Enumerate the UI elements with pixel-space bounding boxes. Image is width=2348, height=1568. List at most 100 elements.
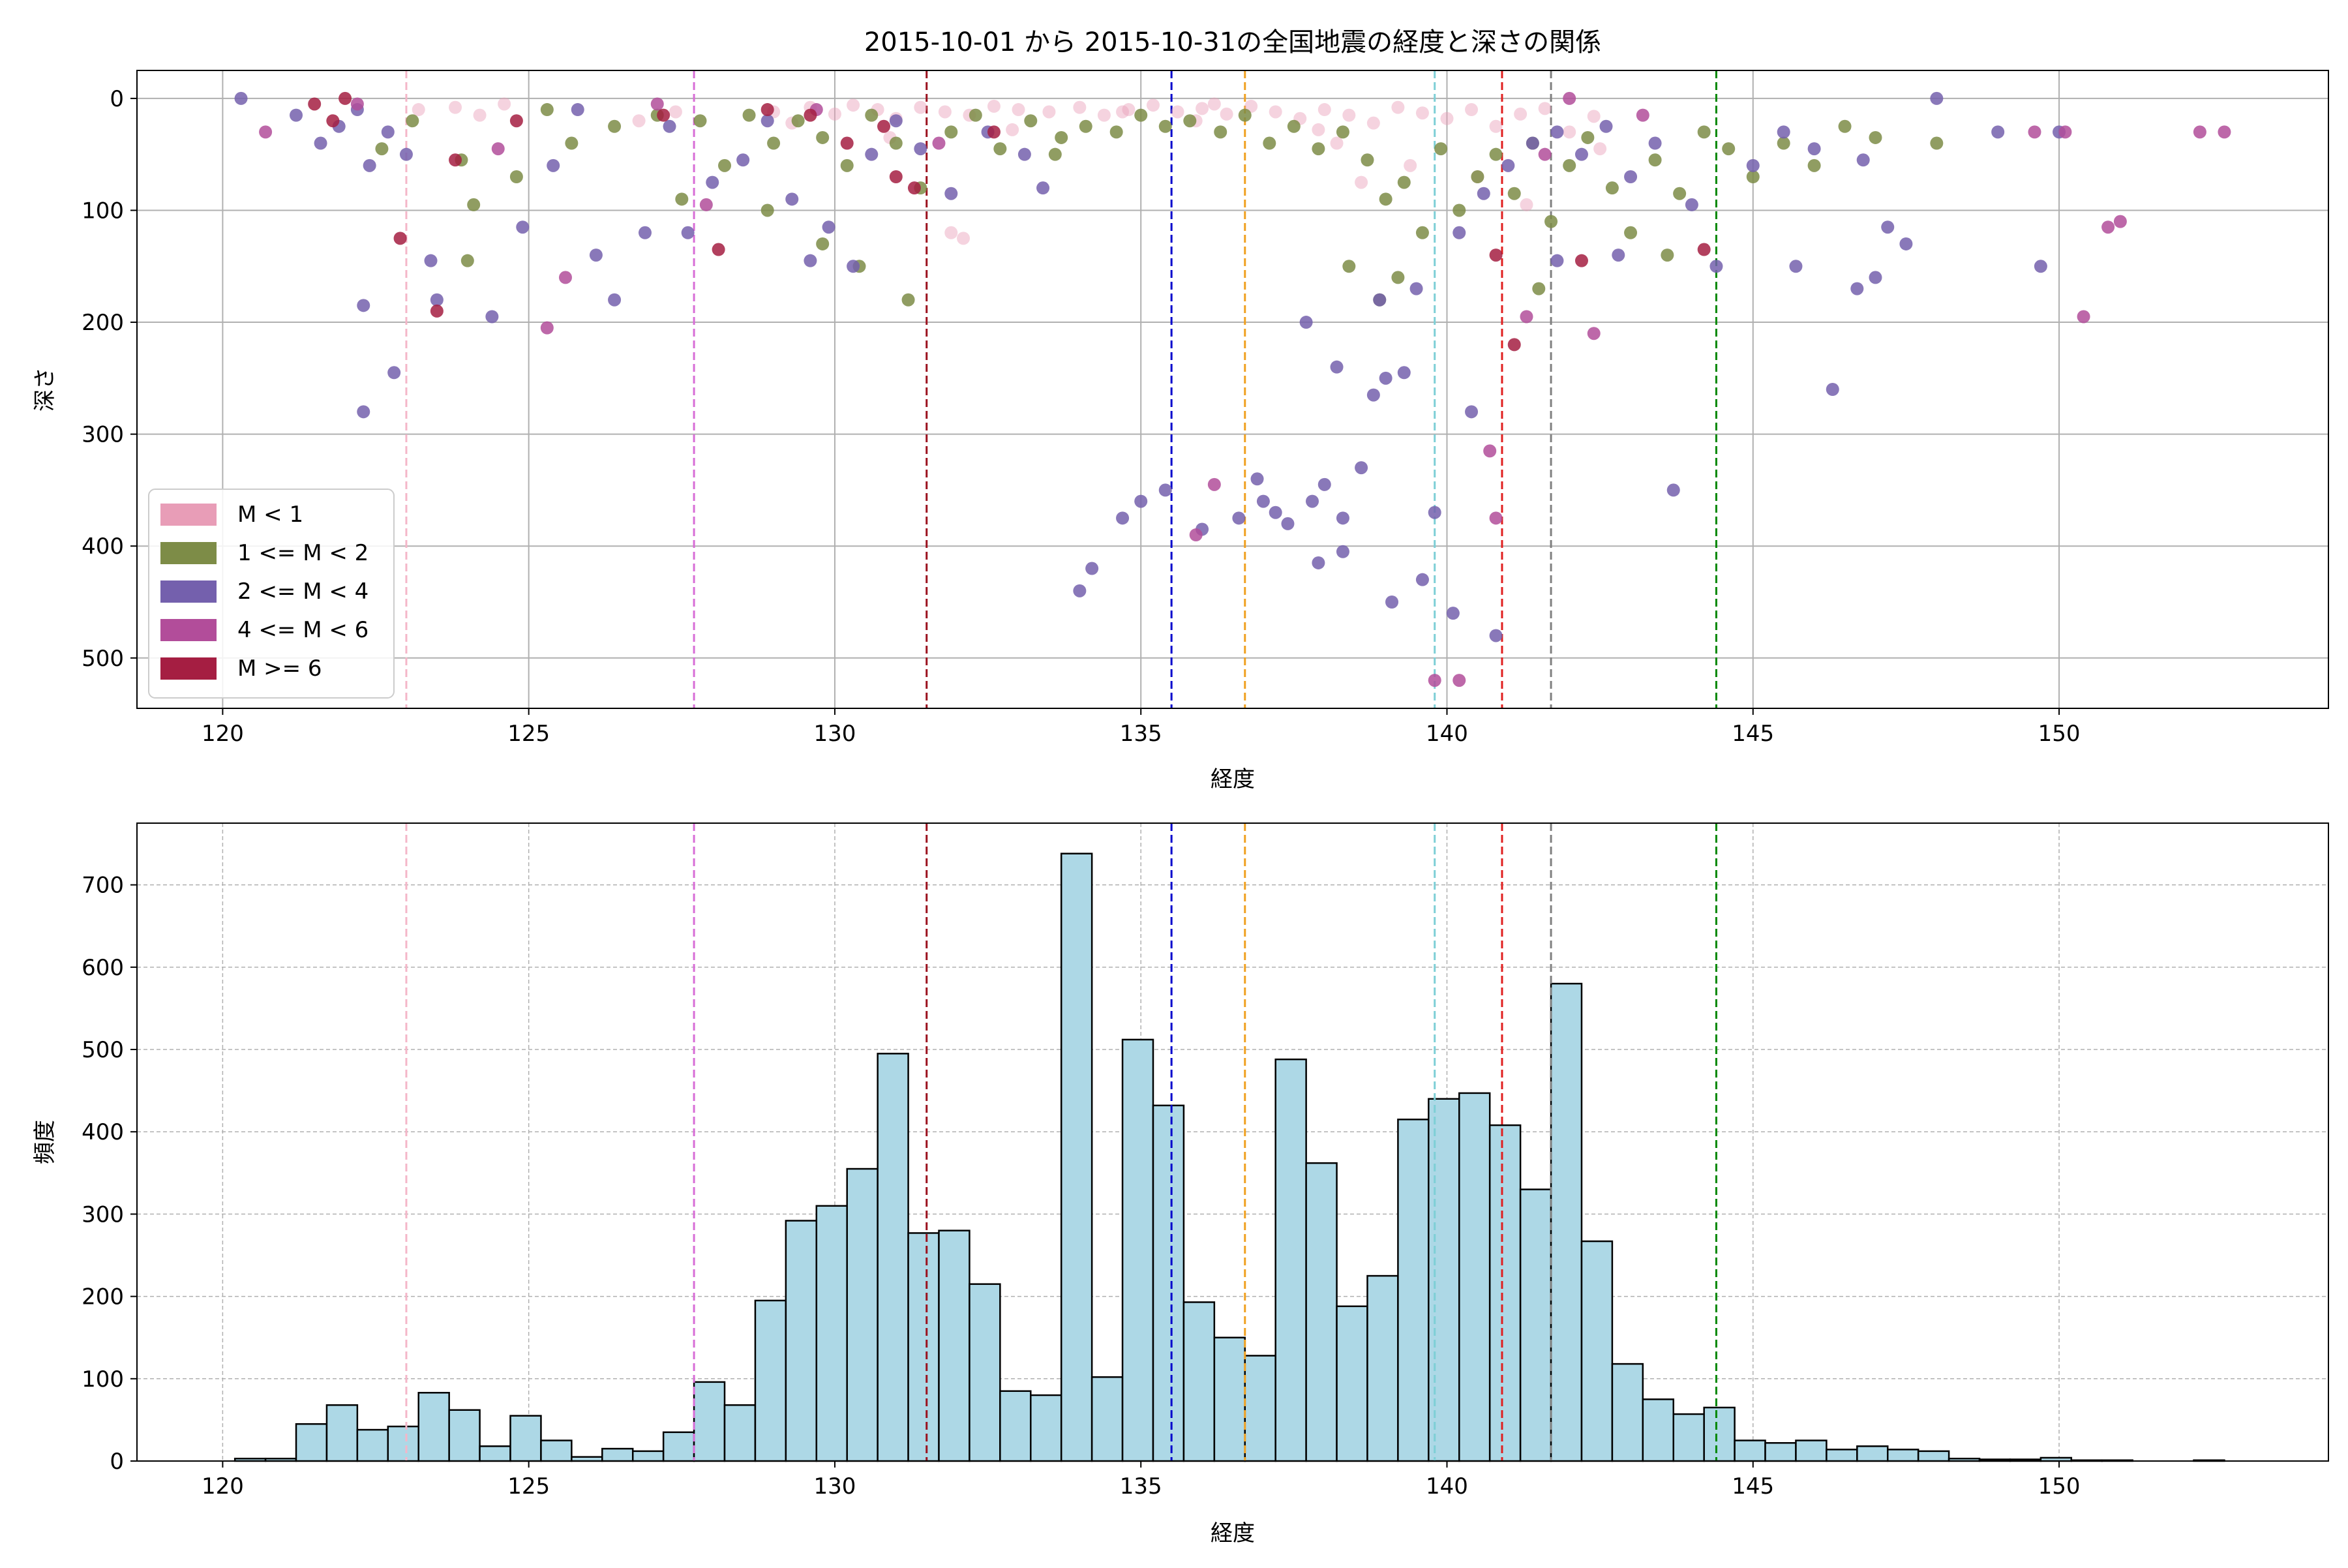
scatter-panel: 120 125 130 135 140 145 150 0 100 200 300 400 500 経… [32,70,2329,792]
scatter-point-s1-51 [1673,187,1687,200]
scatter-point-s2-26 [804,254,817,267]
scatter-y-tick-label-0: 0 [110,86,124,112]
scatter-point-s2-36 [1073,584,1087,597]
scatter-point-s2-65 [1550,125,1564,139]
scatter-point-s2-14 [516,220,530,234]
histogram-bar-52 [1826,1449,1858,1462]
scatter-point-s3-17 [1563,91,1576,105]
scatter-point-s4-17 [1697,243,1711,256]
scatter-point-s2-40 [1158,483,1172,497]
scatter-point-s1-50 [1648,153,1662,167]
scatter-point-s0-1 [449,100,462,114]
scatter-point-s2-30 [889,114,903,128]
scatter-point-s1-35 [1361,153,1374,167]
scatter-x-ticks: 120 125 130 135 140 145 150 [202,708,2080,747]
scatter-point-s2-64 [1526,136,1539,150]
scatter-point-s1-39 [1434,142,1448,156]
scatter-point-s1-5 [540,103,554,117]
histogram-bar-3 [325,1404,359,1462]
histogram-bar-54 [1886,1449,1919,1462]
histogram-bar-36 [1336,1305,1368,1462]
histogram-y-tick-label-100: 100 [82,1366,124,1393]
scatter-point-s2-53 [1428,505,1441,519]
scatter-point-s2-74 [1777,125,1790,139]
histogram-bar-40 [1458,1092,1491,1462]
histogram-bar-26 [1030,1394,1062,1462]
scatter-point-s2-80 [1930,91,1944,105]
scatter-point-s1-29 [1214,125,1227,139]
legend-swatch-3 [160,619,217,641]
histogram-bar-9 [509,1415,542,1462]
scatter-point-s4-7 [712,243,725,256]
histogram-bar-2 [295,1423,328,1462]
histogram-x-tick-label-130: 130 [813,1473,856,1500]
scatter-point-s3-1 [350,97,364,111]
histogram-bar-37 [1366,1274,1399,1462]
histogram-y-axis-label: 頻度 [32,1120,58,1164]
scatter-point-s0-45 [1116,105,1130,119]
histogram-plot-frame [136,822,2329,1462]
scatter-point-s3-20 [2101,220,2115,234]
scatter-point-s1-38 [1415,226,1429,239]
scatter-point-s1-14 [816,130,830,144]
chart-title: 2015-10-01 から 2015-10-31の全国地震の経度と深さの関係 [864,27,1601,57]
histogram-x-tick-label-125: 125 [507,1473,550,1500]
scatter-point-s3-18 [2028,125,2041,139]
histogram-bar-27 [1060,852,1093,1462]
histogram-bar-45 [1611,1363,1644,1462]
scatter-point-s3-12 [1452,674,1466,687]
scatter-point-s3-9 [1207,477,1221,491]
scatter-point-s2-72 [1709,260,1723,273]
scatter-point-s2-58 [1330,360,1344,374]
scatter-point-s2-25 [785,192,799,206]
histogram-bar-4 [356,1428,389,1462]
histogram-bar-15 [693,1381,726,1462]
scatter-point-s0-40 [1355,175,1368,189]
histogram-bar-33 [1244,1355,1276,1462]
scatter-plot-frame [136,70,2329,709]
scatter-y-tick-label-100: 100 [82,198,124,224]
scatter-point-s1-13 [791,114,805,128]
scatter-point-s0-21 [1196,102,1209,115]
scatter-point-s2-87 [1250,472,1264,486]
scatter-point-s2-88 [1269,505,1282,519]
histogram-y-tick-label-600: 600 [82,955,124,981]
histogram-bar-39 [1428,1098,1460,1462]
scatter-point-s1-24 [1079,119,1092,133]
scatter-point-s2-66 [1574,147,1588,161]
scatter-point-s1-40 [1452,204,1466,217]
legend-swatch-1 [160,542,217,564]
scatter-point-s2-91 [1856,153,1870,167]
scatter-point-s2-55 [1465,405,1479,419]
scatter-point-s1-20 [969,108,982,122]
scatter-point-s2-24 [760,114,774,128]
scatter-point-s2-5 [363,158,376,172]
scatter-point-s1-28 [1183,114,1197,128]
scatter-point-s4-11 [877,119,891,133]
histogram-x-tick-label-135: 135 [1120,1473,1162,1500]
histogram-bar-41 [1488,1124,1522,1462]
scatter-point-s2-46 [1317,477,1331,491]
scatter-point-s2-76 [1826,383,1839,396]
scatter-point-s1-47 [1581,130,1595,144]
scatter-point-s1-17 [889,136,903,150]
scatter-point-s1-41 [1471,170,1484,183]
scatter-point-s3-4 [558,271,572,284]
scatter-point-s0-35 [1538,102,1552,115]
scatter-point-s1-6 [565,136,579,150]
scatter-point-s1-12 [767,136,781,150]
scatter-point-s2-57 [1299,316,1313,329]
scatter-x-tick-label-120: 120 [202,721,244,747]
scatter-point-s2-20 [663,119,676,133]
histogram-bar-21 [877,1053,909,1462]
scatter-point-s1-64 [1661,249,1674,262]
histogram-y-tick-label-300: 300 [82,1201,124,1228]
scatter-point-s0-11 [938,105,952,119]
scatter-point-s2-89 [1550,254,1564,267]
scatter-point-s1-57 [1838,119,1852,133]
scatter-point-s1-58 [1869,130,1882,144]
scatter-point-s2-6 [381,125,395,139]
scatter-point-s1-32 [1287,119,1301,133]
scatter-plot-area [137,70,2328,708]
scatter-point-s4-1 [326,114,340,128]
